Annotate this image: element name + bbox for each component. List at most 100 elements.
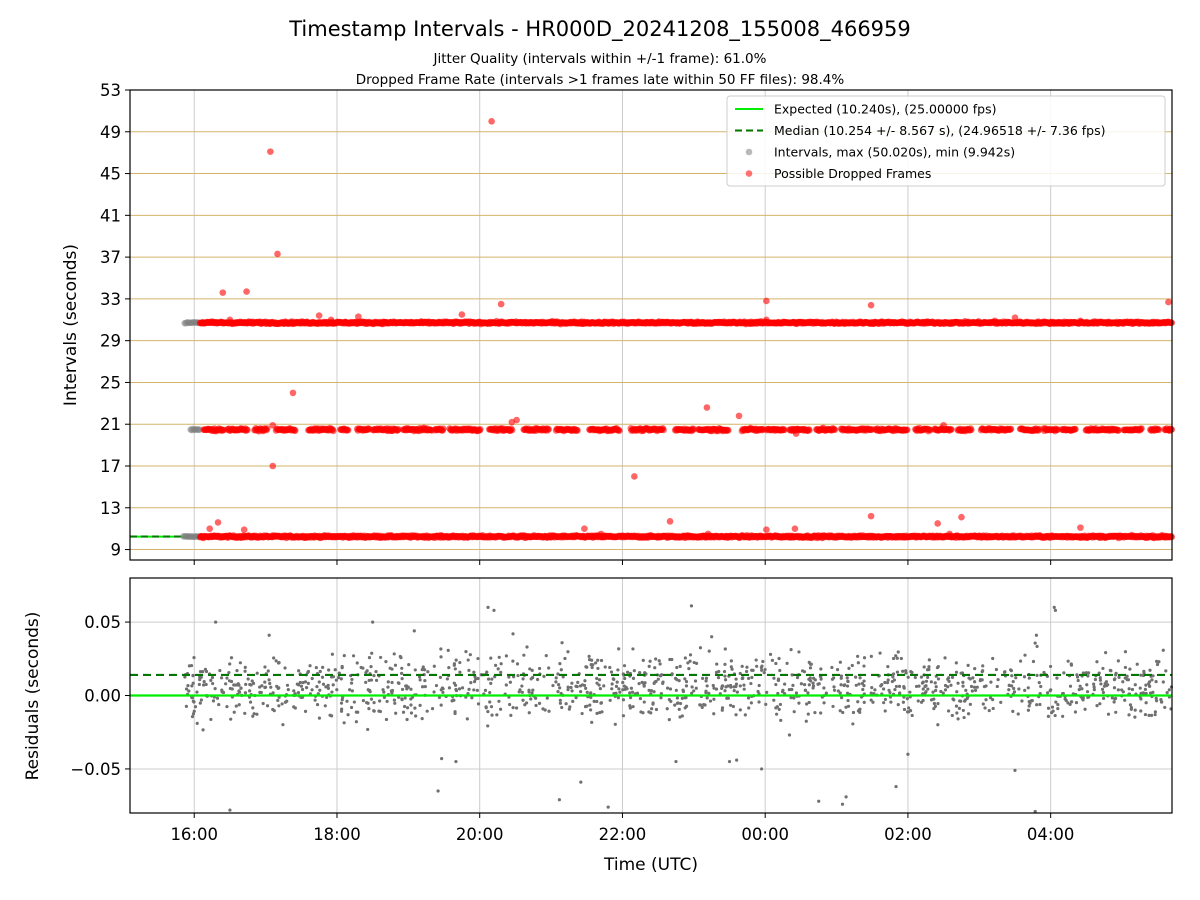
residual-point [854, 675, 858, 679]
dropped-frame-outlier [513, 416, 520, 424]
residual-point [1023, 653, 1027, 657]
dropped-frame-outlier [792, 430, 800, 437]
residual-point [583, 679, 587, 683]
residual-point [723, 647, 727, 651]
residual-point [956, 717, 960, 721]
dropped-frame-outlier [240, 526, 248, 534]
legend-dot-swatch [745, 148, 753, 156]
residual-point [981, 702, 985, 706]
residual-point [511, 659, 515, 663]
residual-point [774, 682, 778, 687]
residual-point [1023, 688, 1027, 692]
residual-point [785, 661, 789, 665]
residual-point [516, 673, 520, 678]
residual-point [743, 713, 747, 717]
residual-point [1161, 648, 1165, 652]
residual-point [802, 683, 807, 687]
residual-point [705, 684, 709, 688]
residual-point [674, 688, 678, 692]
residual-point [400, 666, 404, 670]
residual-point [738, 684, 742, 688]
residual-point [235, 669, 239, 673]
residual-point [841, 710, 845, 715]
residual-point [277, 704, 281, 708]
residual-point [495, 713, 499, 717]
residual-point [1155, 662, 1160, 667]
residual-point [704, 690, 708, 695]
residual-point [705, 696, 709, 700]
residual-point [1031, 659, 1036, 664]
residual-point [306, 681, 310, 685]
residual-point [896, 650, 900, 654]
dropped-frame-outlier [703, 404, 711, 411]
dropped-frame-outlier [763, 316, 770, 324]
residual-point [326, 683, 330, 687]
residual-point [972, 685, 977, 689]
residual-point [315, 685, 319, 689]
residual-point [1144, 683, 1148, 687]
dropped-frame-point [477, 426, 484, 433]
residual-point [364, 680, 368, 684]
residual-point [964, 688, 968, 692]
residual-point [936, 723, 940, 727]
residual-point [476, 702, 481, 706]
residual-point [1074, 701, 1079, 705]
residual-point [313, 698, 317, 702]
residual-point [1093, 677, 1097, 682]
residual-point [187, 664, 192, 668]
dropped-frame-outlier [206, 525, 213, 532]
residual-point [402, 704, 407, 709]
residual-point [902, 684, 906, 689]
residual-point [582, 683, 587, 688]
residual-point [642, 700, 646, 704]
residual-point [883, 709, 887, 713]
intervals-y-tick-label: 21 [100, 415, 121, 434]
residual-point [889, 700, 893, 704]
residual-point [403, 696, 407, 700]
residual-point [799, 682, 803, 686]
residual-point [323, 704, 327, 708]
residual-point [961, 708, 965, 713]
residual-point [846, 698, 850, 703]
residual-point [193, 705, 198, 709]
residual-point [742, 687, 746, 691]
residual-point [1016, 712, 1020, 716]
residual-point [701, 676, 705, 680]
dropped-frame-point [244, 426, 251, 434]
residual-point [1022, 675, 1027, 679]
residual-point [791, 683, 795, 687]
residual-point [210, 675, 215, 680]
dropped-frame-point [440, 425, 447, 432]
residual-point [584, 686, 588, 690]
residual-point [717, 669, 721, 674]
residual-point [862, 700, 866, 705]
residual-point [973, 680, 977, 684]
residual-point [673, 676, 678, 680]
residual-point [1116, 688, 1120, 692]
residual-point [470, 696, 474, 700]
dropped-frame-outlier [704, 530, 712, 538]
residual-point [750, 675, 754, 680]
residual-point [1046, 706, 1051, 710]
residual-point [870, 685, 874, 690]
residual-point [1104, 680, 1109, 684]
residual-point [1046, 714, 1050, 718]
residual-point [1011, 709, 1015, 713]
dropped-frame-outlier [274, 250, 281, 258]
residual-point [476, 656, 480, 661]
residual-point [266, 669, 270, 673]
residual-point [544, 654, 548, 658]
residual-point [904, 669, 908, 673]
residual-point [832, 685, 836, 689]
dropped-frame-outlier [219, 289, 227, 296]
residual-point [490, 713, 494, 717]
residuals-panel: 0.050.00−0.05 16:00 18:00 20:00 22:00 00:00 0… [23, 577, 1174, 875]
dropped-frame-outlier [940, 421, 947, 429]
residual-point [732, 685, 736, 689]
residual-point [1077, 687, 1081, 692]
intervals-legend: Expected (10.240s), (25.00000 fps)Median… [726, 95, 1166, 187]
residual-point [345, 699, 349, 703]
residual-point [556, 682, 561, 687]
residual-point [747, 706, 751, 710]
residual-point [1053, 713, 1057, 718]
